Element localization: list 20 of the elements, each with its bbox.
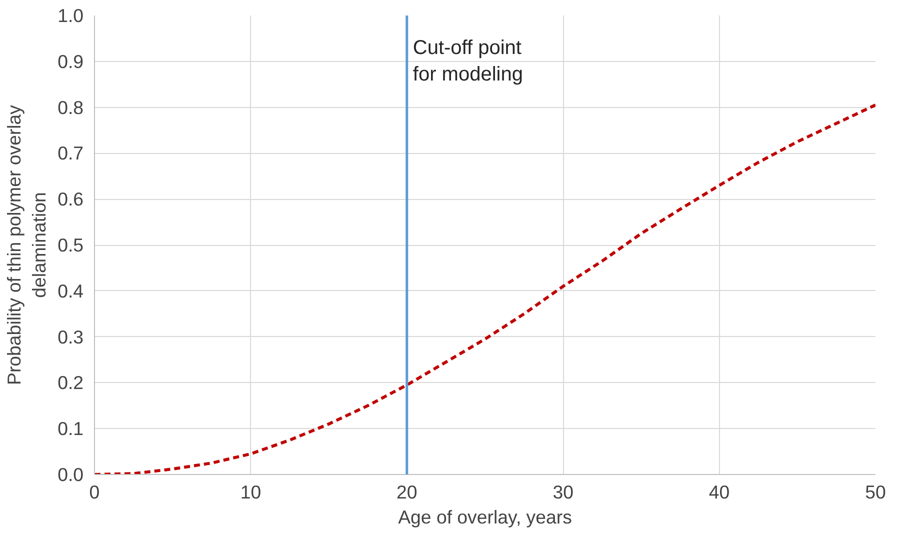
y-tick-label: 0.6 [58, 188, 84, 210]
y-tick-label: 0.1 [58, 418, 84, 440]
x-tick-label: 40 [708, 482, 730, 502]
y-tick-label: 0.0 [58, 464, 84, 485]
x-tick-label: 10 [240, 482, 262, 502]
y-tick-label: 0.5 [58, 234, 84, 256]
y-tick-label: 0.2 [58, 372, 84, 394]
x-tick-label: 0 [89, 482, 100, 502]
x-tick-label: 20 [396, 482, 418, 502]
y-tick-label: 0.8 [58, 96, 84, 118]
x-tick-label: 50 [865, 482, 886, 502]
x-axis-title: Age of overlay, years [398, 506, 572, 528]
x-tick-label: 30 [552, 482, 574, 502]
y-tick-label: 0.7 [58, 142, 84, 164]
y-tick-label: 0.4 [58, 280, 84, 302]
y-tick-label: 1.0 [58, 5, 84, 26]
ref-line-label: Cut-off point for modeling [412, 37, 523, 86]
y-tick-label: 0.3 [58, 326, 84, 348]
y-axis-title: Probability of thin polymer overlay delamination [3, 104, 50, 385]
y-tick-label: 0.9 [58, 50, 84, 72]
